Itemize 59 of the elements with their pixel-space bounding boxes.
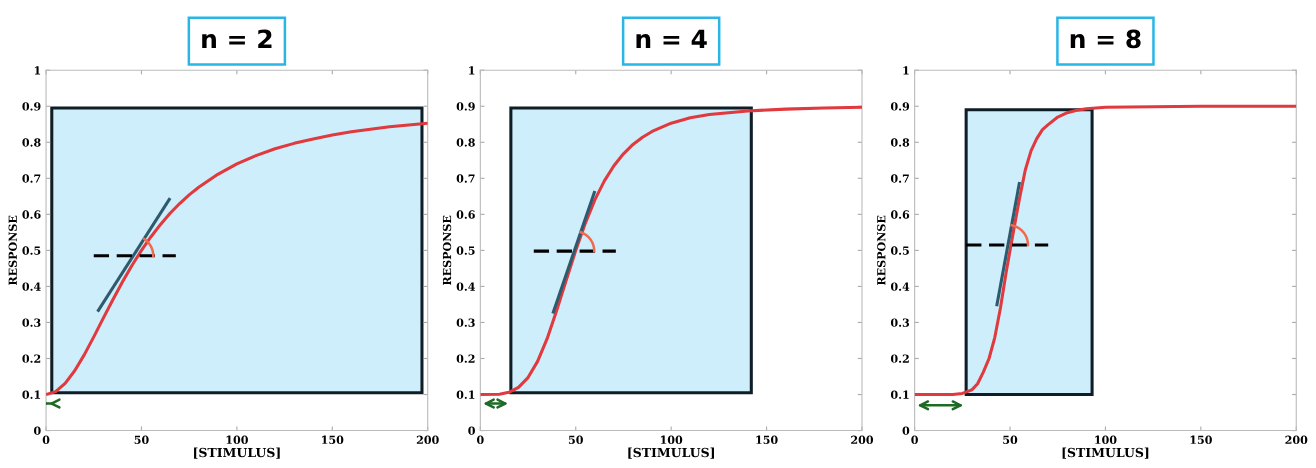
y-tick-label: 0.1 — [22, 390, 41, 399]
y-tick-label: 0.5 — [22, 246, 41, 255]
x-tick-label: 200 — [851, 435, 874, 445]
y-tick-label: 0.6 — [456, 210, 475, 219]
y-tick-label: 0.5 — [456, 246, 475, 255]
chart-title: n = 4 — [636, 29, 707, 48]
x-tick-label: 150 — [1190, 435, 1212, 445]
y-tick-label: 1 — [34, 66, 41, 75]
y-tick-label: 1 — [469, 66, 475, 75]
x-tick-label: 0 — [911, 435, 918, 445]
x-tick-label: 200 — [416, 435, 439, 445]
x-tick-label: 50 — [568, 435, 583, 445]
y-tick-label: 0.3 — [456, 318, 475, 327]
x-tick-label: 50 — [1003, 435, 1018, 445]
y-tick-label: 0 — [902, 426, 910, 435]
y-tick-label: 0.9 — [456, 102, 475, 111]
y-tick-label: 0.5 — [890, 246, 909, 255]
line-series — [914, 104, 1297, 397]
y-tick-label: 0.6 — [890, 210, 910, 219]
y-tick-label: 0 — [33, 426, 41, 435]
y-tick-label: 0.7 — [456, 174, 475, 183]
x-tick-label: 150 — [756, 435, 778, 445]
line-series — [480, 105, 862, 397]
x-axis-title: [STIMULUS] — [194, 447, 280, 459]
y-tick-label: 0.8 — [456, 138, 475, 147]
x-tick-label: 0 — [42, 435, 50, 445]
x-tick-label: 100 — [1095, 435, 1117, 445]
y-tick-label: 0.9 — [22, 102, 41, 111]
y-tick-label: 0.7 — [22, 174, 41, 183]
y-tick-label: 0.3 — [890, 318, 910, 327]
y-tick-label: 0.2 — [456, 354, 475, 363]
y-tick-label: 0.4 — [456, 282, 476, 291]
y-axis-title: RESPONSE — [877, 215, 886, 286]
x-tick-label: 150 — [322, 435, 344, 445]
y-tick-label: 0.4 — [890, 282, 910, 291]
y-tick-label: 0.4 — [22, 282, 41, 291]
y-tick-label: 0.3 — [22, 318, 41, 327]
y-tick-label: 0.2 — [890, 354, 909, 363]
y-tick-label: 1 — [903, 66, 909, 75]
x-tick-label: 100 — [226, 435, 248, 445]
y-tick-label: 0.6 — [22, 210, 41, 219]
x-tick-label: 50 — [134, 435, 149, 445]
x-tick-label: 200 — [1285, 435, 1308, 445]
y-tick-label: 0.8 — [22, 138, 41, 147]
x-tick-label: 0 — [477, 435, 484, 445]
y-tick-label: 0.8 — [890, 138, 910, 147]
chart-title: n = 2 — [202, 29, 272, 48]
y-tick-label: 0.7 — [890, 174, 909, 183]
y-tick-label: 0.9 — [890, 102, 910, 111]
y-tick-label: 0.2 — [22, 354, 41, 363]
y-tick-label: 0.1 — [890, 390, 909, 399]
y-tick-label: 0.1 — [456, 390, 475, 399]
x-axis-title: [STIMULUS] — [1062, 447, 1149, 459]
y-axis-title: RESPONSE — [8, 215, 17, 286]
y-tick-label: 0 — [468, 426, 475, 435]
x-axis-title: [STIMULUS] — [628, 447, 714, 459]
y-axis-title: RESPONSE — [442, 215, 452, 286]
chart-title: n = 8 — [1070, 29, 1141, 49]
x-tick-label: 100 — [660, 435, 683, 445]
